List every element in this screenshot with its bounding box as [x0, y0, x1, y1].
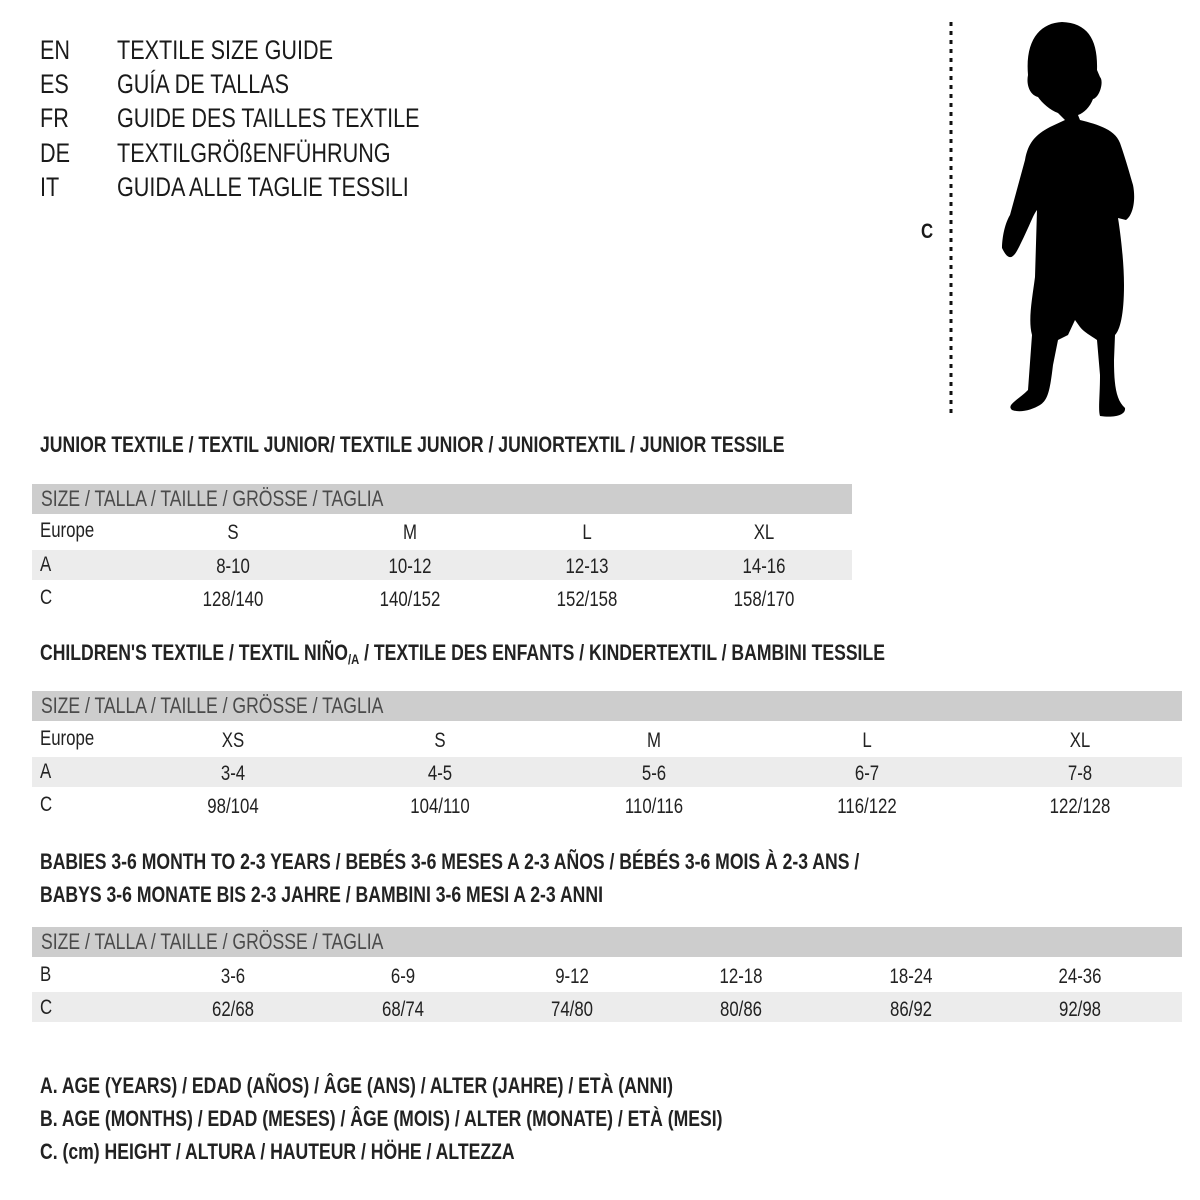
table-cell: 92/98	[1058, 998, 1102, 1021]
children-heading-main: CHILDREN'S TEXTILE / TEXTIL NIÑO	[40, 640, 348, 665]
junior-size-header: SIZE / TALLA / TAILLE / GRÖSSE / TAGLIA	[41, 486, 384, 511]
height-measure-label: C	[921, 220, 934, 243]
table-cell: 10-12	[388, 555, 432, 578]
table-cell: M	[647, 729, 661, 752]
babies-heading-line1: BABIES 3-6 MONTH TO 2-3 YEARS / BEBÉS 3-…	[40, 849, 860, 874]
row-label: C	[40, 793, 53, 816]
table-cell: 4-5	[427, 762, 453, 785]
table-cell: 12-13	[565, 555, 609, 578]
child-silhouette-icon	[949, 22, 1135, 417]
table-cell: XL	[753, 521, 775, 544]
title-en: TEXTILE SIZE GUIDE	[117, 35, 334, 65]
children-size-header: SIZE / TALLA / TAILLE / GRÖSSE / TAGLIA	[41, 693, 384, 718]
table-cell: 5-6	[641, 762, 667, 785]
table-cell: 3-4	[220, 762, 246, 785]
table-cell: 158/170	[733, 588, 795, 611]
junior-row-band	[32, 550, 852, 580]
children-row-band	[32, 757, 1182, 787]
table-cell: 152/158	[556, 588, 618, 611]
table-cell: XL	[1069, 729, 1091, 752]
table-cell: 24-36	[1058, 965, 1102, 988]
children-heading-rest: / TEXTILE DES ENFANTS / KINDERTEXTIL / B…	[359, 640, 885, 665]
table-cell: 18-24	[889, 965, 933, 988]
table-cell: 86/92	[889, 998, 933, 1021]
table-cell: L	[582, 521, 592, 544]
table-cell: 7-8	[1067, 762, 1093, 785]
title-es: GUÍA DE TALLAS	[117, 69, 290, 99]
junior-heading: JUNIOR TEXTILE / TEXTIL JUNIOR/ TEXTILE …	[40, 432, 785, 457]
table-cell: 9-12	[555, 965, 589, 988]
lang-code-en: EN	[40, 35, 71, 65]
table-cell: 128/140	[202, 588, 264, 611]
babies-size-header: SIZE / TALLA / TAILLE / GRÖSSE / TAGLIA	[41, 929, 384, 954]
title-fr: GUIDE DES TAILLES TEXTILE	[117, 103, 420, 133]
table-cell: S	[434, 729, 446, 752]
row-label: A	[40, 760, 52, 783]
row-label: B	[40, 963, 52, 986]
table-cell: 116/122	[837, 795, 897, 818]
table-cell: 110/116	[624, 795, 684, 818]
table-cell: L	[862, 729, 872, 752]
table-cell: 8-10	[216, 555, 250, 578]
legend-b: B. AGE (MONTHS) / EDAD (MESES) / ÂGE (MO…	[40, 1106, 723, 1131]
row-label: C	[40, 586, 53, 609]
table-cell: 68/74	[381, 998, 425, 1021]
table-cell: 6-9	[390, 965, 416, 988]
table-cell: 80/86	[719, 998, 763, 1021]
lang-code-it: IT	[40, 172, 60, 202]
table-cell: 6-7	[854, 762, 880, 785]
row-label: A	[40, 553, 52, 576]
row-label: Europe	[40, 727, 95, 750]
legend-a: A. AGE (YEARS) / EDAD (AÑOS) / ÂGE (ANS)…	[40, 1073, 673, 1098]
table-cell: M	[403, 521, 417, 544]
lang-code-es: ES	[40, 69, 69, 99]
table-cell: 122/128	[1049, 795, 1111, 818]
table-cell: 98/104	[207, 795, 259, 818]
junior-size-header-band: SIZE / TALLA / TAILLE / GRÖSSE / TAGLIA	[32, 484, 852, 514]
babies-heading-line2: BABYS 3-6 MONATE BIS 2-3 JAHRE / BAMBINI…	[40, 882, 603, 907]
children-heading-sub: /A	[347, 651, 360, 667]
table-cell: S	[227, 521, 239, 544]
lang-code-de: DE	[40, 138, 71, 168]
table-cell: 3-6	[220, 965, 246, 988]
legend-c: C. (cm) HEIGHT / ALTURA / HAUTEUR / HÖHE…	[40, 1139, 515, 1164]
children-size-header-band: SIZE / TALLA / TAILLE / GRÖSSE / TAGLIA	[32, 691, 1182, 721]
table-cell: XS	[221, 729, 245, 752]
table-cell: 14-16	[742, 555, 786, 578]
babies-row-band	[32, 992, 1182, 1022]
table-cell: 62/68	[211, 998, 255, 1021]
table-cell: 104/110	[410, 795, 470, 818]
row-label: C	[40, 996, 53, 1019]
title-it: GUIDA ALLE TAGLIE TESSILI	[117, 172, 409, 202]
table-cell: 74/80	[550, 998, 594, 1021]
table-cell: 12-18	[719, 965, 763, 988]
babies-size-header-band: SIZE / TALLA / TAILLE / GRÖSSE / TAGLIA	[32, 927, 1182, 957]
children-heading: CHILDREN'S TEXTILE / TEXTIL NIÑO/A / TEX…	[40, 640, 885, 667]
table-cell: 140/152	[379, 588, 441, 611]
title-de: TEXTILGRÖßENFÜHRUNG	[117, 138, 391, 168]
row-label: Europe	[40, 519, 95, 542]
lang-code-fr: FR	[40, 103, 69, 133]
